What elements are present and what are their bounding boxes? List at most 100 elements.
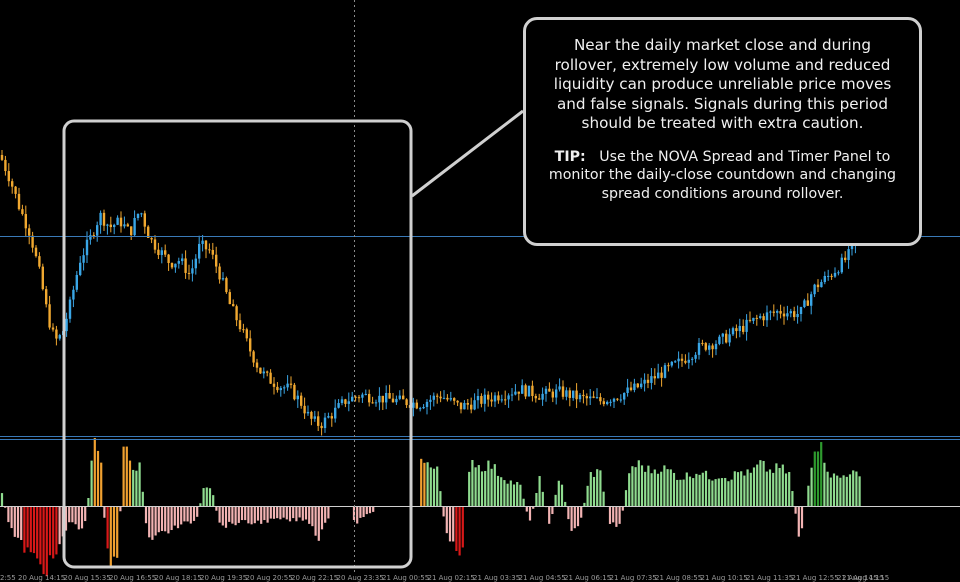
candle-body [337, 403, 340, 408]
candle [470, 397, 473, 414]
candle-body [170, 263, 174, 268]
candle-body [490, 399, 493, 402]
candle-body [833, 272, 837, 277]
candle-body [255, 362, 259, 368]
histogram-bar [272, 506, 276, 519]
candle-body [589, 396, 592, 399]
histogram-bar [151, 506, 154, 540]
candle-body [31, 235, 34, 248]
candle-body [585, 396, 588, 399]
candle-body [147, 226, 150, 238]
x-tick-label: 21 Aug 14:15 [837, 574, 884, 582]
candle [123, 216, 126, 229]
candle [463, 400, 466, 410]
candle [565, 387, 568, 401]
histogram-bar [90, 460, 93, 506]
candle-body [487, 394, 490, 400]
candle-body [711, 345, 714, 350]
candle-body [459, 402, 463, 410]
histogram-bar [439, 491, 442, 506]
candle [663, 362, 667, 379]
histogram-bar [164, 506, 167, 532]
histogram-bar [781, 464, 784, 506]
candle [340, 396, 344, 406]
candle [402, 389, 405, 400]
candle-body [422, 407, 425, 409]
candle [585, 393, 588, 406]
candle-body [606, 401, 609, 405]
candle [385, 385, 388, 410]
candle-body [745, 319, 748, 332]
histogram-bar [80, 506, 84, 529]
candle [157, 242, 160, 260]
candle [269, 369, 272, 384]
candle [45, 285, 48, 308]
histogram-bar [592, 476, 596, 506]
candle-body [272, 383, 276, 387]
candle-body [612, 398, 616, 402]
histogram-bar [519, 484, 522, 506]
candle [272, 377, 276, 395]
histogram-bar [717, 478, 720, 506]
candle [320, 422, 323, 436]
candle-body [667, 365, 670, 367]
candle-body [680, 358, 684, 361]
candle [259, 367, 262, 374]
histogram-bar [282, 506, 285, 518]
candle-body [293, 384, 296, 400]
candle-body [320, 425, 323, 429]
x-tick-label: 20 Aug 22:15 [291, 574, 338, 582]
histogram-bar [528, 506, 532, 521]
histogram-bar [84, 506, 87, 522]
candle [412, 397, 415, 417]
histogram-bar [292, 506, 295, 519]
histogram-bar [692, 478, 695, 506]
histogram-bar [138, 462, 141, 506]
candle [204, 240, 208, 259]
histogram-bar [720, 478, 724, 506]
candle-body [476, 396, 480, 401]
candle-body [633, 383, 636, 391]
candle [677, 351, 680, 369]
histogram-bar [746, 469, 749, 506]
candle [225, 276, 228, 294]
histogram-bar [778, 468, 781, 506]
histogram-bar [160, 506, 164, 531]
candle [762, 313, 765, 327]
histogram-bar [496, 475, 500, 506]
candle [653, 368, 656, 385]
candle [629, 381, 633, 392]
histogram-bar [535, 493, 538, 506]
candle-body [412, 402, 415, 408]
histogram-bar [650, 473, 653, 506]
candle-body [429, 399, 432, 402]
candle-body [670, 361, 673, 366]
candle-body [796, 314, 799, 318]
candle [371, 396, 374, 404]
histogram-bar [128, 460, 132, 506]
histogram-bar [752, 467, 756, 506]
candle-body [504, 399, 507, 401]
histogram-bar [250, 506, 253, 525]
candle-body [493, 395, 497, 402]
candle-body [75, 274, 78, 290]
candle [174, 263, 177, 273]
candle-body [602, 401, 605, 405]
candle-body [837, 272, 840, 274]
candle [446, 394, 449, 402]
candle [514, 384, 517, 396]
candle [521, 379, 524, 394]
candle [113, 223, 116, 235]
candle [351, 391, 354, 402]
candle-body [242, 329, 245, 331]
candle [555, 384, 558, 405]
candle [650, 367, 653, 390]
histogram-bar [58, 506, 61, 545]
candle-body [34, 247, 38, 257]
candle [793, 306, 796, 321]
candle-body [232, 304, 235, 307]
candle [235, 304, 238, 327]
candle [714, 340, 718, 356]
candle [725, 329, 728, 344]
histogram-bar [791, 491, 794, 506]
